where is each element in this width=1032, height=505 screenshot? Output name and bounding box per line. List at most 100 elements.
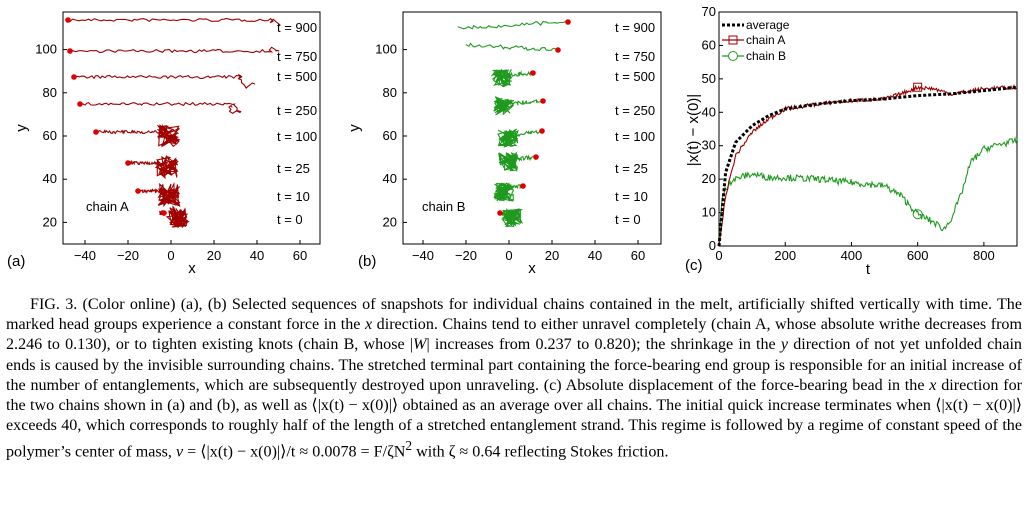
caption-line: direction for the two chains shown in (a… xyxy=(6,376,1022,415)
y-tick-label: 0 xyxy=(709,238,716,253)
time-label: t = 10 xyxy=(615,189,648,204)
caption-line: (c) Absolute displacement of the force-b… xyxy=(543,376,930,394)
panel-b-ylabel: y xyxy=(346,124,363,132)
panel-b-xlabel: x xyxy=(528,260,536,277)
caption-line: = ⟨|x(t) − x(0)|⟩/t ≈ 0.0078 = F/ζN xyxy=(183,443,406,461)
chain-a-head xyxy=(93,129,99,135)
x-tick-label: −20 xyxy=(117,248,139,263)
chain-b-knot xyxy=(493,96,515,116)
panel-b-chain-label: chain B xyxy=(422,199,465,214)
legend-chain-a-marker xyxy=(728,35,738,45)
x-tick-label: −20 xyxy=(455,248,477,263)
chain-a-knot xyxy=(154,154,179,180)
caption-math: x xyxy=(929,376,937,394)
chain-b-knot xyxy=(501,207,524,228)
time-label: t = 250 xyxy=(277,103,317,118)
y-tick-label: 100 xyxy=(35,42,57,57)
panel-c-ylabel: |x(t) − x(0)| xyxy=(685,94,702,166)
x-tick-label: 0 xyxy=(167,248,174,263)
y-tick-label: 100 xyxy=(375,42,397,57)
y-tick-label: 80 xyxy=(43,85,57,100)
panel-c-label: (c) xyxy=(685,257,703,274)
series-average xyxy=(717,85,1018,247)
x-tick-label: 60 xyxy=(631,248,645,263)
time-label: t = 500 xyxy=(615,69,655,84)
time-label: t = 100 xyxy=(277,129,317,144)
time-label: t = 900 xyxy=(277,20,317,35)
series-chain-a xyxy=(718,83,1018,247)
chain-a-snapshot xyxy=(95,129,163,135)
y-tick-label: 60 xyxy=(43,128,57,143)
y-tick-label: 40 xyxy=(383,171,397,186)
time-label: t = 25 xyxy=(277,161,310,176)
chain-b-knot xyxy=(490,68,513,88)
caption-line: direction. Chains tend to either unravel… xyxy=(372,316,817,334)
time-label: t = 900 xyxy=(615,20,655,35)
panel-a-chain-label: chain A xyxy=(86,199,129,214)
chain-a-head xyxy=(77,101,83,107)
chain-b-snapshot xyxy=(457,20,569,30)
x-tick-label: 0 xyxy=(505,248,512,263)
time-label: t = 500 xyxy=(277,69,317,84)
chain-a-head xyxy=(125,160,131,166)
x-tick-label: 0 xyxy=(715,248,722,263)
chain-b-marker xyxy=(912,209,923,220)
chain-b-head xyxy=(520,183,526,189)
chain-a-snapshot xyxy=(69,46,280,54)
legend-chain-a-label: chain A xyxy=(746,33,785,47)
chain-b-knot xyxy=(493,182,516,202)
chain-a-snapshot xyxy=(73,74,256,89)
y-tick-label: 50 xyxy=(702,71,716,86)
caption-math: y xyxy=(780,336,789,354)
panel-a-frame xyxy=(62,11,321,245)
panel-b-label: (b) xyxy=(358,253,376,270)
caption-math: x xyxy=(364,316,373,334)
x-tick-label: 800 xyxy=(973,248,995,263)
panel-a: −40 −20 0 20 40 60 20 40 60 80 100 t = 900 t = 750 t… xyxy=(7,11,321,277)
caption-line: with time. The marked head groups experi… xyxy=(6,296,1022,334)
chain-a-snapshot xyxy=(67,17,281,26)
y-tick-label: 20 xyxy=(702,171,716,186)
chain-a-marker xyxy=(913,82,923,92)
x-tick-label: −40 xyxy=(412,248,434,263)
caption-line: force-bearing end group is responsible f… xyxy=(6,356,1022,394)
x-tick-label: 40 xyxy=(588,248,602,263)
x-tick-label: 40 xyxy=(250,248,264,263)
x-tick-label: −40 xyxy=(74,248,96,263)
panel-a-ylabel: y xyxy=(13,124,30,132)
chain-a-knot xyxy=(157,181,181,208)
legend-average-label: average xyxy=(746,18,790,32)
legend-chain-b-label: chain B xyxy=(746,49,786,63)
caption-math: W xyxy=(413,336,427,354)
caption-line: the length of a stretched entanglement s… xyxy=(6,417,1022,461)
panel-b: −40 −20 0 20 40 60 20 40 60 80 100 t = 900 t = 750 t… xyxy=(346,11,662,277)
chain-a-head xyxy=(135,188,141,194)
panel-a-label: (a) xyxy=(7,253,25,270)
y-tick-label: 10 xyxy=(702,205,716,220)
x-tick-label: 20 xyxy=(545,248,559,263)
chain-b-snapshot xyxy=(465,42,559,52)
y-tick-label: 60 xyxy=(702,37,716,52)
series-chain-b xyxy=(718,136,1018,247)
x-tick-label: 400 xyxy=(841,248,863,263)
chain-a-snapshot xyxy=(79,101,242,114)
time-label: t = 10 xyxy=(277,189,310,204)
figure-caption: FIG. 3. (Color online) (a), (b) Selected… xyxy=(6,295,1022,463)
caption-line: with ζ ≈ 0.64 reflecting Stokes friction… xyxy=(412,443,669,461)
chain-a-snapshot xyxy=(127,159,160,167)
chain-b-head xyxy=(540,98,546,104)
y-tick-label: 30 xyxy=(702,138,716,153)
chain-b-head xyxy=(555,47,561,53)
y-tick-label: 20 xyxy=(43,214,57,229)
panel-a-xlabel: x xyxy=(188,260,196,277)
time-label: t = 0 xyxy=(615,212,641,227)
x-tick-label: 60 xyxy=(293,248,307,263)
caption-line: | increases from 0.237 to 0.820); the sh… xyxy=(426,336,734,354)
chain-b-head xyxy=(530,70,536,76)
x-tick-label: 600 xyxy=(907,248,929,263)
time-label: t = 25 xyxy=(615,161,648,176)
chain-a-knot xyxy=(165,204,190,229)
y-tick-label: 70 xyxy=(702,4,716,19)
y-tick-label: 60 xyxy=(383,128,397,143)
